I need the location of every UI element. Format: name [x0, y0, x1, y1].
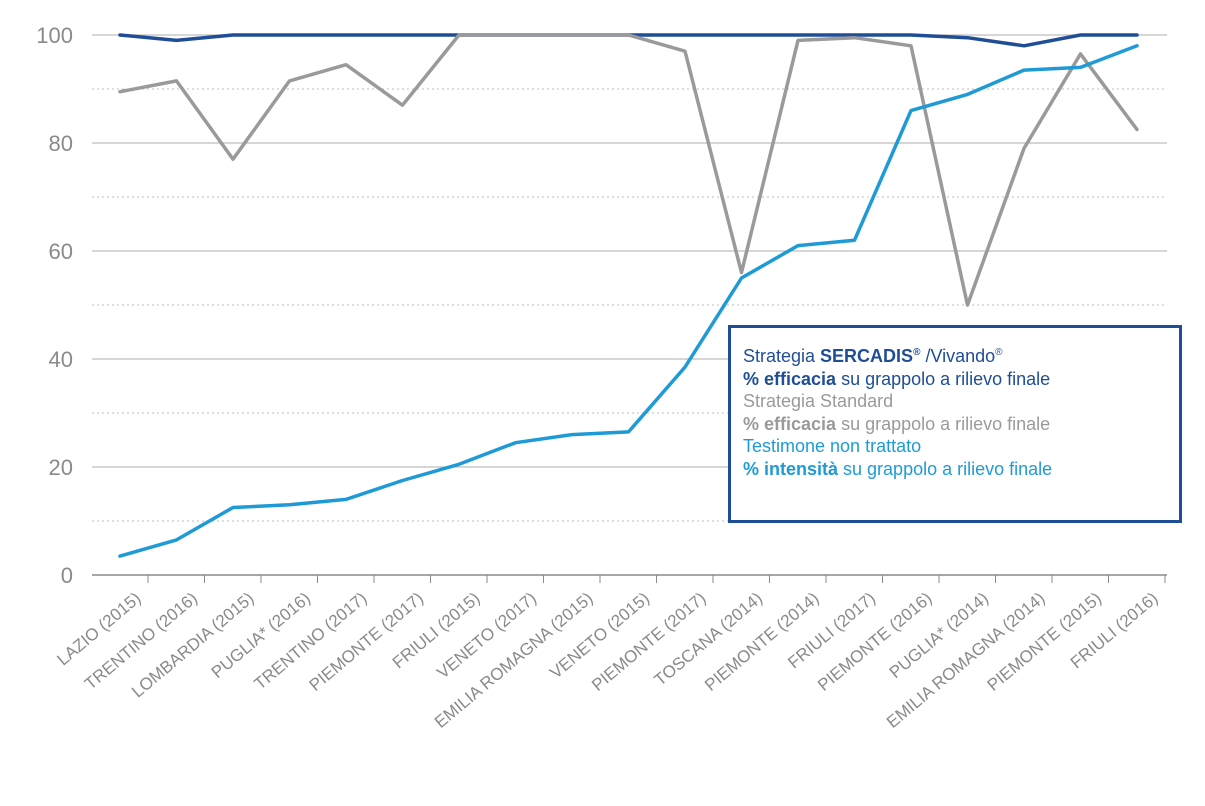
x-axis: LAZIO (2015)TRENTINO (2016)LOMBARDIA (20… — [53, 574, 1167, 732]
x-tick-label: VENETO (2015) — [546, 589, 653, 683]
legend-entry-2-line-2: % efficacia su grappolo a rilievo finale — [743, 413, 1179, 436]
y-tick-label: 80 — [49, 131, 73, 156]
legend-text: % intensità — [743, 458, 839, 479]
legend-entry-1-line-2: % efficacia su grappolo a rilievo finale — [743, 368, 1179, 391]
series-lines — [118, 33, 1139, 558]
legend-text: su grappolo a rilievo finale — [838, 458, 1053, 479]
legend-text: SERCADIS — [820, 346, 914, 366]
y-tick-label: 0 — [61, 563, 73, 588]
legend-entry-2-line-1: Strategia Standard — [743, 390, 1179, 413]
series-line-2 — [118, 33, 1139, 307]
series-line-3 — [118, 44, 1139, 558]
legend-entries: Strategia SERCADIS® /Vivando®% efficacia… — [743, 342, 1179, 480]
legend-entry-3-line-2: % intensità su grappolo a rilievo finale — [743, 458, 1179, 481]
x-tick-label: PUGLIA* (2016) — [208, 589, 314, 683]
y-axis: 0 20 40 60 80 100 — [36, 23, 73, 588]
legend-text: ® — [995, 347, 1003, 358]
legend: Strategia SERCADIS® /Vivando®% efficacia… — [728, 325, 1182, 523]
legend-text: su grappolo a rilievo finale — [836, 413, 1051, 434]
legend-text: % efficacia — [743, 368, 837, 389]
y-tick-label: 40 — [49, 347, 73, 372]
legend-entry-3-line-1: Testimone non trattato — [743, 435, 1179, 458]
legend-text: su grappolo a rilievo finale — [836, 368, 1051, 389]
legend-text: ® — [913, 347, 921, 358]
x-tick-label: VENETO (2017) — [433, 589, 540, 683]
y-tick-label: 20 — [49, 455, 73, 480]
y-tick-label: 100 — [36, 23, 73, 48]
legend-text: Testimone non trattato — [743, 436, 922, 456]
legend-text: Strategia Standard — [743, 391, 894, 411]
legend-text: % efficacia — [743, 413, 837, 434]
legend-text: /Vivando — [920, 346, 996, 366]
x-tick-label: PUGLIA* (2014) — [886, 589, 992, 683]
y-tick-label: 60 — [49, 239, 73, 264]
legend-entry-1-line-1: Strategia SERCADIS® /Vivando® — [743, 342, 1179, 368]
legend-text: Strategia — [743, 346, 821, 366]
